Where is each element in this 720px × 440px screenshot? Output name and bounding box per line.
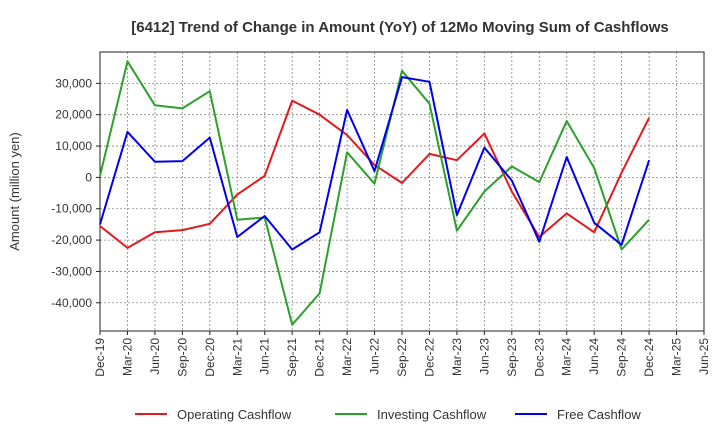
y-tick-label: 30,000 (55, 76, 92, 90)
x-tick-label: Jun-25 (697, 338, 711, 375)
series-line-1 (99, 60, 650, 326)
x-tick-label: Sep-21 (285, 338, 299, 377)
x-tick-label: Dec-22 (422, 338, 436, 377)
series-line-2 (99, 76, 651, 251)
x-tick-label: Dec-23 (532, 338, 546, 377)
y-tick-label: -40,000 (51, 296, 92, 310)
x-axis-ticks: Dec-19 Mar-20 Jun-20 Sep-20 Dec-20 Mar-21 Jun-… (93, 331, 711, 377)
x-tick-label: Mar-23 (450, 338, 464, 376)
x-tick-label: Jun-22 (368, 338, 382, 375)
series-lines (99, 60, 651, 326)
x-tick-label: Jun-21 (258, 338, 272, 375)
x-tick-label: Mar-22 (340, 338, 354, 376)
x-tick-label: Mar-24 (560, 338, 574, 376)
y-tick-label: 20,000 (55, 108, 92, 122)
x-tick-label: Dec-24 (642, 338, 656, 377)
y-tick-label: -20,000 (51, 233, 92, 247)
series-line-0 (99, 99, 650, 249)
y-tick-label: -10,000 (51, 202, 92, 216)
x-tick-label: Dec-21 (313, 338, 327, 377)
legend-label: Operating Cashflow (177, 407, 292, 422)
x-tick-label: Dec-19 (93, 338, 107, 377)
x-tick-label: Sep-22 (395, 338, 409, 377)
x-tick-label: Mar-20 (120, 338, 134, 376)
x-tick-label: Jun-23 (477, 338, 491, 375)
legend-label: Free Cashflow (557, 407, 641, 422)
y-tick-label: -30,000 (51, 264, 92, 278)
y-tick-label: 10,000 (55, 139, 92, 153)
legend-label: Investing Cashflow (377, 407, 487, 422)
x-tick-label: Jun-20 (148, 338, 162, 375)
x-tick-label: Dec-20 (203, 338, 217, 377)
y-tick-label: 0 (85, 170, 92, 184)
x-tick-label: Sep-23 (505, 338, 519, 377)
y-axis-label: Amount (million yen) (7, 132, 22, 251)
x-tick-label: Sep-24 (615, 338, 629, 377)
y-axis-ticks: 30,000 20,000 10,000 0 -10,000 -20,000 -30,000… (51, 76, 100, 310)
chart-title: [6412] Trend of Change in Amount (YoY) o… (131, 19, 669, 36)
legend: Operating Cashflow Investing Cashflow Free… (135, 407, 641, 422)
x-tick-label: Mar-25 (670, 338, 684, 376)
x-tick-label: Jun-24 (587, 338, 601, 375)
x-tick-label: Mar-21 (230, 338, 244, 376)
x-tick-label: Sep-20 (175, 338, 189, 377)
